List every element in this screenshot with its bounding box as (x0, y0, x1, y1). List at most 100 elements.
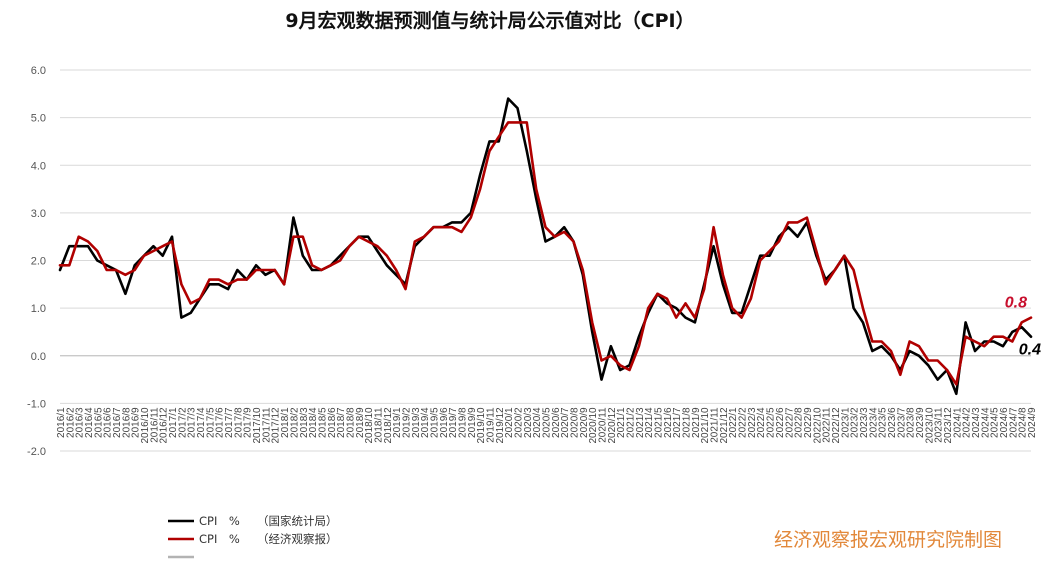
x-tick-label: 2016/6 (103, 407, 114, 438)
x-tick-label: 2022/5 (766, 407, 777, 438)
x-tick-label: 2017/8 (233, 407, 244, 438)
x-tick-label: 2018/11 (373, 407, 384, 443)
x-tick-label: 2019/2 (401, 407, 412, 438)
y-axis-ticks: 6.0 5.0 4.0 3.0 2.0 1.0 0.0 -1.0 -2.0 (27, 65, 46, 458)
x-tick-label: 2019/10 (476, 407, 487, 444)
x-tick-label: 2016/9 (131, 407, 142, 438)
x-tick-label: 2023/2 (850, 407, 861, 438)
x-tick-label: 2018/4 (308, 407, 319, 438)
x-tick-label: 2016/11 (149, 407, 160, 443)
x-tick-label: 2018/7 (336, 407, 347, 438)
x-tick-label: 2024/4 (980, 407, 991, 438)
x-tick-label: 2019/1 (392, 407, 403, 438)
x-tick-label: 2022/12 (831, 407, 842, 444)
x-tick-label: 2016/5 (93, 407, 104, 438)
x-tick-label: 2018/9 (355, 407, 366, 438)
x-tick-label: 2023/7 (896, 407, 907, 438)
x-tick-label: 2021/3 (635, 407, 646, 438)
x-tick-label: 2017/1 (168, 407, 179, 438)
x-tick-label: 2023/4 (868, 407, 879, 438)
x-tick-label: 2017/10 (252, 407, 263, 444)
x-tick-label: 2017/12 (271, 407, 282, 444)
x-tick-label: 2019/7 (448, 407, 459, 438)
y-tick-label: 4.0 (31, 160, 46, 172)
x-tick-label: 2023/6 (887, 407, 898, 438)
x-tick-label: 2019/4 (420, 407, 431, 438)
x-tick-label: 2019/8 (457, 407, 468, 438)
x-tick-label: 2021/11 (710, 407, 721, 443)
x-tick-label: 2023/3 (859, 407, 870, 438)
x-tick-label: 2019/6 (439, 407, 450, 438)
x-tick-label: 2024/2 (962, 407, 973, 438)
x-tick-label: 2020/4 (532, 407, 543, 438)
x-tick-label: 2016/7 (112, 407, 123, 438)
x-tick-label: 2023/10 (924, 407, 935, 444)
end-labels: 0.8 0.4 (1005, 295, 1041, 359)
x-tick-label: 2017/11 (261, 407, 272, 443)
series-line-eeo (58, 121, 1033, 386)
x-tick-label: 2016/2 (65, 407, 76, 438)
x-tick-label: 2024/7 (1008, 407, 1019, 438)
x-tick-label: 2018/3 (299, 407, 310, 438)
x-tick-label: 2023/8 (906, 407, 917, 438)
x-tick-label: 2019/11 (485, 407, 496, 443)
x-tick-label: 2017/7 (224, 407, 235, 438)
x-tick-label: 2016/3 (75, 407, 86, 438)
chart-credit: 经济观察报宏观研究院制图 (774, 529, 1002, 551)
x-tick-label: 2022/3 (747, 407, 758, 438)
x-tick-label: 2019/9 (467, 407, 478, 438)
x-tick-label: 2021/2 (626, 407, 637, 438)
x-tick-label: 2016/12 (159, 407, 170, 444)
x-tick-label: 2021/1 (616, 407, 627, 438)
x-tick-label: 2020/10 (588, 407, 599, 444)
x-tick-label: 2022/11 (822, 407, 833, 443)
x-tick-label: 2016/4 (84, 407, 95, 438)
x-tick-label: 2023/9 (915, 407, 926, 438)
x-tick-label: 2021/5 (654, 407, 665, 438)
x-tick-label: 2018/2 (289, 407, 300, 438)
x-tick-label: 2017/6 (215, 407, 226, 438)
x-tick-label: 2017/5 (205, 407, 216, 438)
x-tick-label: 2021/7 (672, 407, 683, 438)
y-tick-label: 1.0 (31, 303, 46, 315)
x-tick-label: 2020/12 (607, 407, 618, 444)
x-tick-label: 2024/9 (1027, 407, 1038, 438)
x-tick-label: 2018/1 (280, 407, 291, 438)
x-tick-label: 2020/7 (560, 407, 571, 438)
x-tick-label: 2022/7 (784, 407, 795, 438)
x-tick-label: 2016/1 (56, 407, 67, 438)
end-label-eeo: 0.8 (1005, 295, 1027, 312)
x-tick-label: 2023/11 (934, 407, 945, 443)
y-tick-label: 0.0 (31, 351, 46, 363)
x-tick-label: 2020/3 (523, 407, 534, 438)
x-tick-label: 2020/11 (598, 407, 609, 443)
chart-title: 9月宏观数据预测值与统计局公示值对比（CPI） (285, 9, 694, 32)
x-tick-label: 2021/9 (691, 407, 702, 438)
x-tick-label: 2020/1 (504, 407, 515, 438)
x-tick-label: 2020/2 (513, 407, 524, 438)
x-tick-label: 2018/8 (345, 407, 356, 438)
x-tick-label: 2017/4 (196, 407, 207, 438)
x-tick-label: 2017/2 (177, 407, 188, 438)
y-tick-label: 5.0 (31, 113, 46, 125)
x-tick-label: 2017/3 (187, 407, 198, 438)
x-tick-label: 2021/4 (644, 407, 655, 438)
x-tick-label: 2017/9 (243, 407, 254, 438)
x-tick-label: 2021/8 (682, 407, 693, 438)
x-tick-label: 2022/1 (728, 407, 739, 438)
x-tick-label: 2019/12 (495, 407, 506, 444)
legend-label: CPI % （国家统计局） (199, 514, 338, 528)
y-tick-label: -1.0 (27, 398, 46, 410)
x-axis-ticks: 2016/12016/22016/32016/42016/52016/62016… (56, 407, 1038, 444)
x-tick-label: 2020/6 (551, 407, 562, 438)
x-tick-label: 2024/6 (999, 407, 1010, 438)
x-tick-label: 2022/2 (738, 407, 749, 438)
x-tick-label: 2022/4 (756, 407, 767, 438)
x-tick-label: 2020/8 (570, 407, 581, 438)
series-lines (58, 97, 1033, 396)
y-tick-label: 2.0 (31, 256, 46, 268)
x-tick-label: 2021/10 (700, 407, 711, 444)
legend-label: CPI % （经济观察报） (199, 532, 338, 546)
y-tick-label: 6.0 (31, 65, 46, 77)
